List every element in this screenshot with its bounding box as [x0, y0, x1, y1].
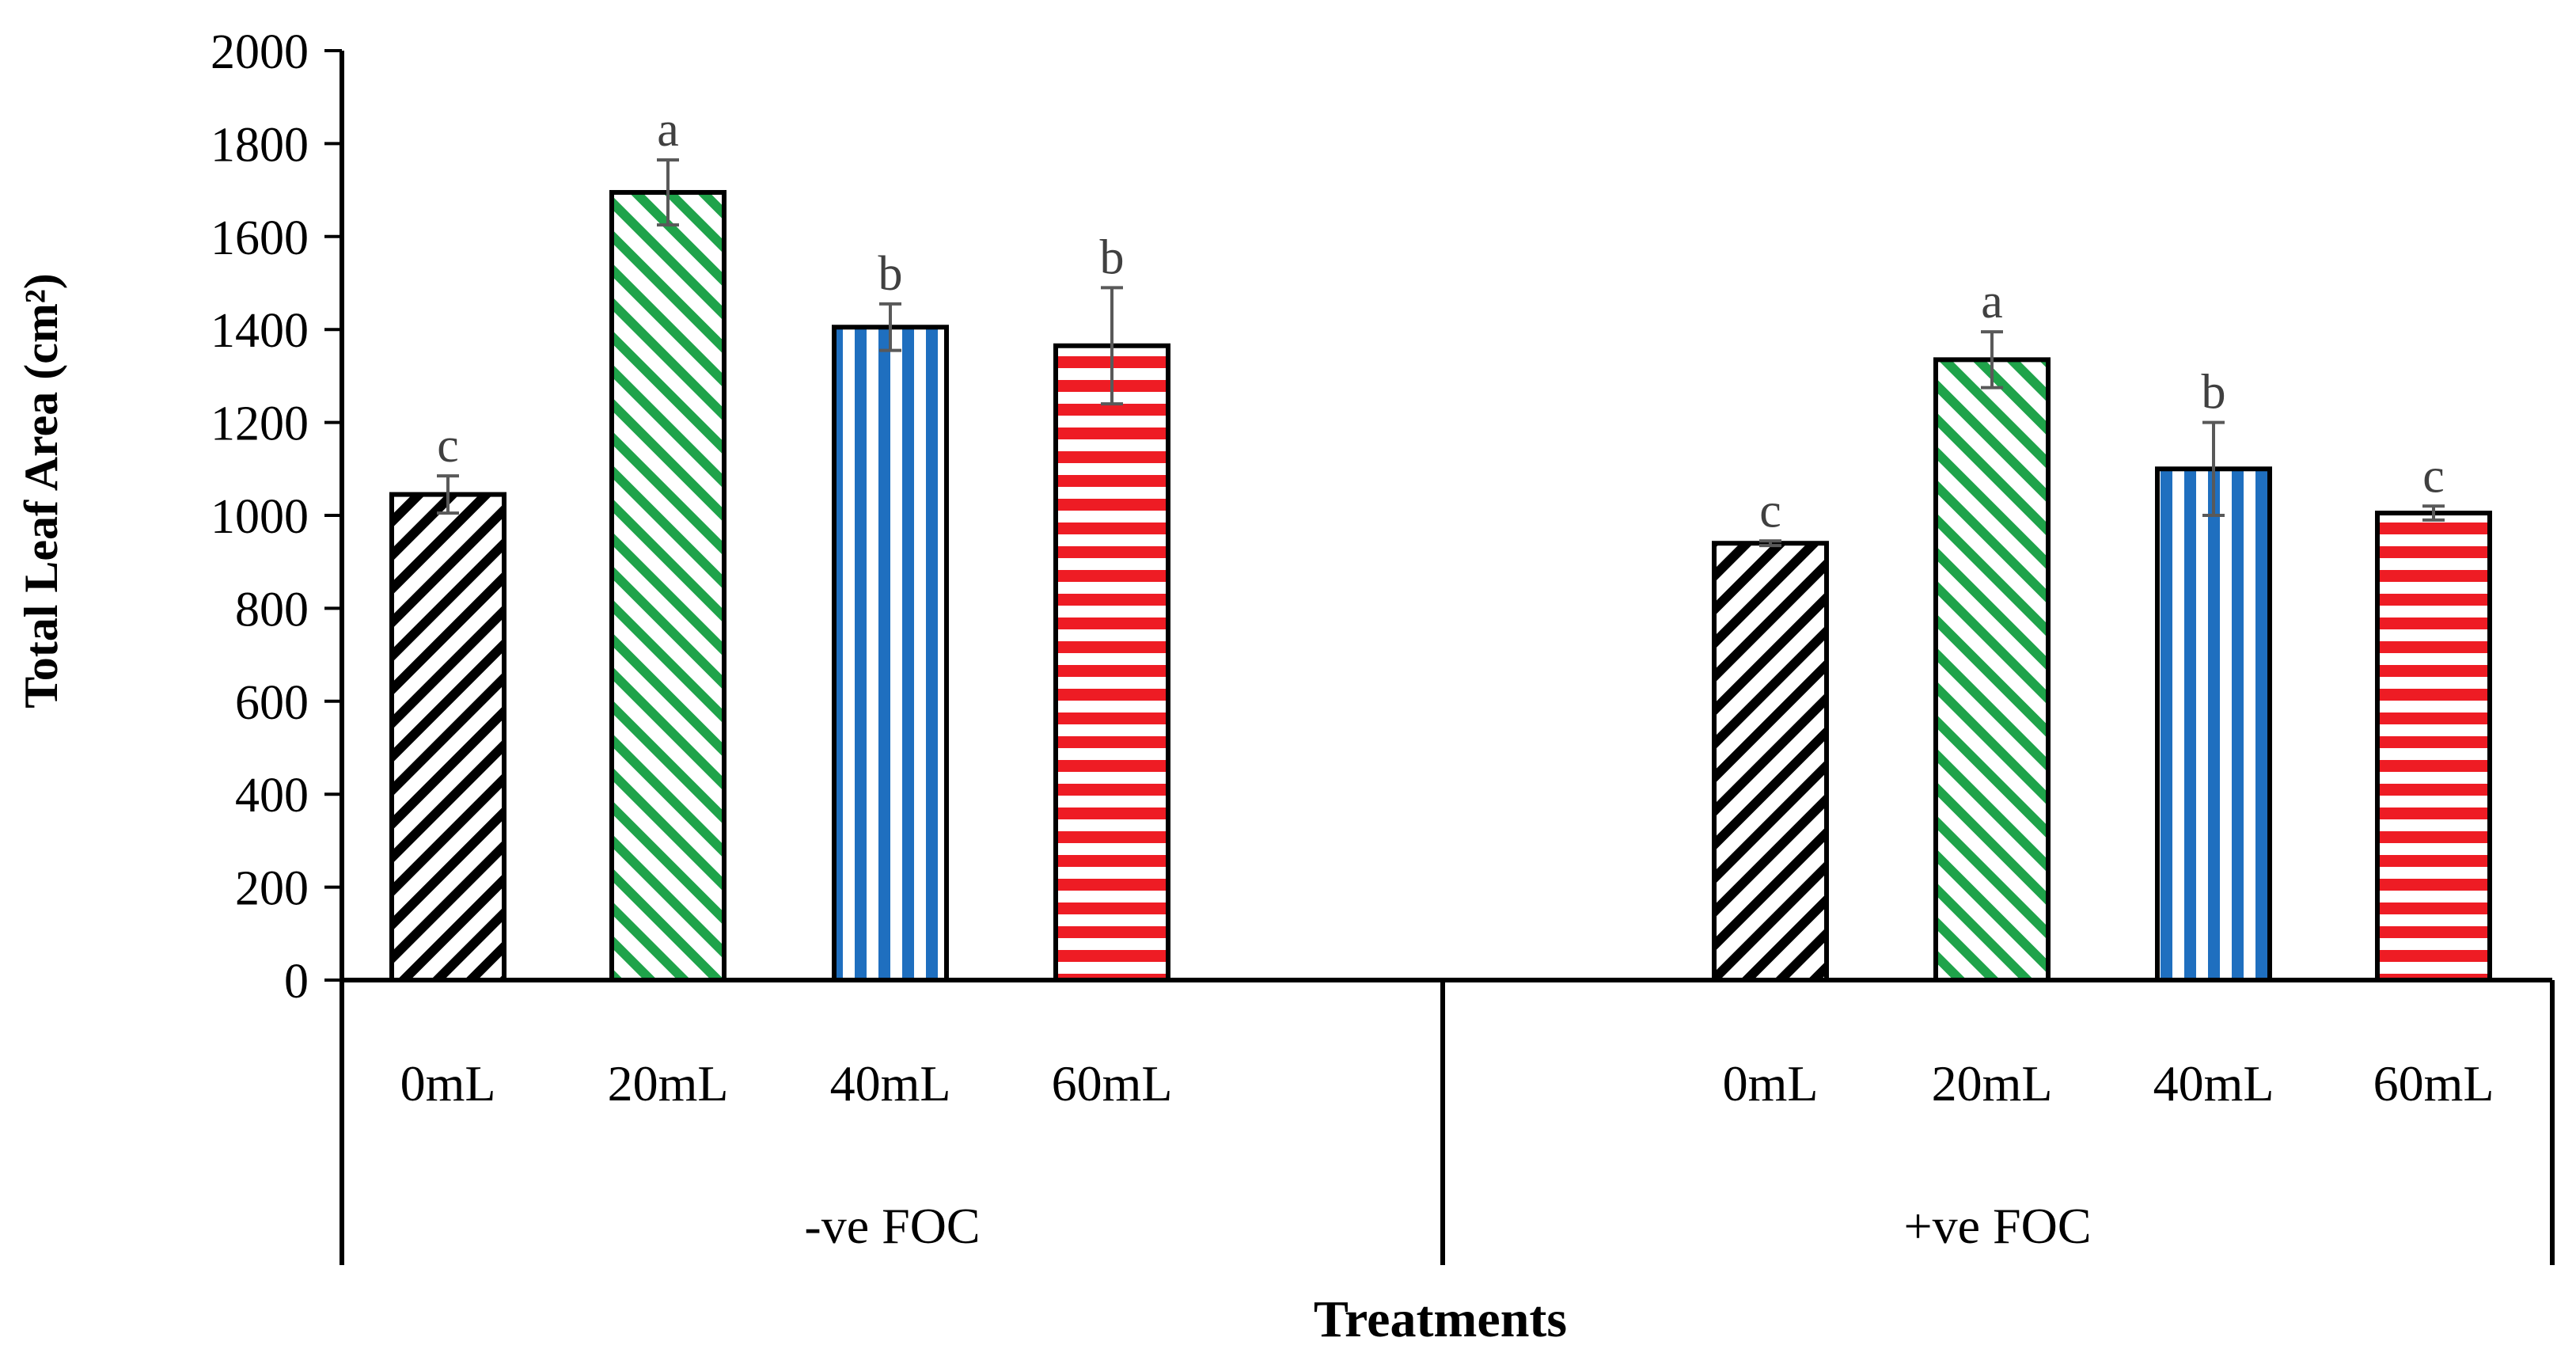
y-tick-label: 1600 — [211, 211, 309, 265]
y-tick-label: 400 — [235, 769, 309, 823]
x-tick-label: 0mL — [1723, 1055, 1819, 1112]
y-tick-label: 0 — [284, 955, 309, 1009]
y-tick-label: 1400 — [211, 304, 309, 358]
x-axis: 0mL 20mL 40mL 60mL -ve FOC 0mL 20mL 40mL 60mL +ve… — [340, 978, 2555, 1265]
y-axis-title: Total Leaf Area (cm²) — [15, 273, 67, 709]
x-axis-title: Treatments — [1314, 1290, 1567, 1348]
y-tick-label: 600 — [235, 676, 309, 730]
bar — [1933, 357, 2051, 983]
y-tick-label: 200 — [235, 862, 309, 916]
y-axis: 0 200 400 600 800 1000 1200 1400 1600 1800 2000 — [211, 25, 344, 1009]
y-tick-label: 2000 — [211, 25, 309, 79]
x-tick-label: 20mL — [1932, 1055, 2053, 1112]
x-tick-label: 20mL — [608, 1055, 729, 1112]
bar — [2375, 511, 2492, 982]
x-tick-label: 60mL — [2373, 1055, 2494, 1112]
y-tick-label: 1800 — [211, 118, 309, 172]
x-tick-label: 40mL — [2153, 1055, 2274, 1112]
group-label: +ve FOC — [1904, 1198, 2092, 1254]
significance-letter: b — [2202, 366, 2226, 420]
significance-letter: b — [878, 247, 903, 301]
y-tick-label: 1200 — [211, 397, 309, 451]
significance-letter: b — [1100, 230, 1125, 284]
significance-letter: c — [437, 419, 459, 473]
significance-letter: a — [1981, 275, 2003, 329]
bar — [1053, 343, 1170, 982]
bar — [832, 325, 949, 982]
bar — [2155, 466, 2272, 982]
bar — [1712, 541, 1829, 982]
y-tick-label: 800 — [235, 583, 309, 636]
y-tick-label: 1000 — [211, 490, 309, 544]
bar — [609, 190, 727, 983]
significance-letter: c — [2422, 449, 2445, 503]
bars: c a b b c a b c — [389, 103, 2492, 983]
bar — [389, 492, 506, 982]
significance-letter: a — [657, 103, 679, 157]
x-tick-label: 0mL — [400, 1055, 496, 1112]
x-tick-label: 40mL — [830, 1055, 951, 1112]
group-label: -ve FOC — [804, 1198, 980, 1254]
significance-letter: c — [1759, 484, 1781, 538]
x-tick-label: 60mL — [1052, 1055, 1173, 1112]
